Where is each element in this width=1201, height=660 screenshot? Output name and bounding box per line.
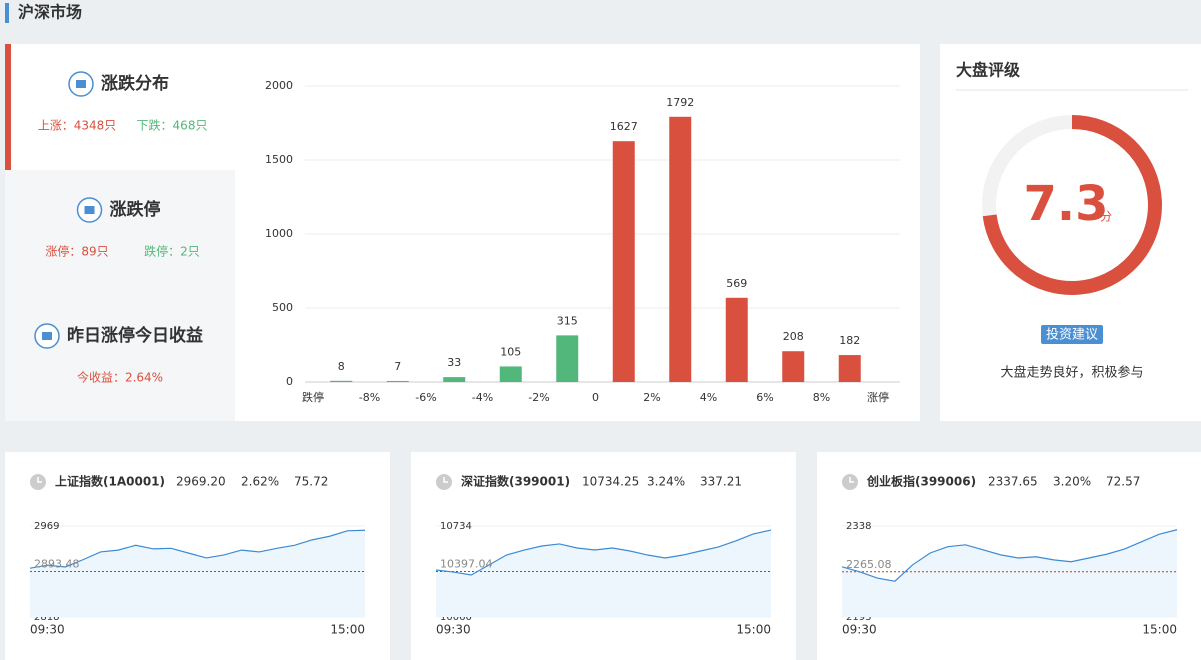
- rating-title: 大盘评级: [956, 61, 1021, 80]
- y-tick-label: 2338: [846, 521, 871, 532]
- header-accent: [5, 3, 9, 23]
- x-tick-label: 4%: [700, 391, 717, 404]
- menu-icon-glyph: [42, 332, 52, 340]
- menu-icon-glyph: [76, 80, 86, 88]
- menu-title: 昨日涨停今日收益: [67, 325, 203, 346]
- bar: [330, 380, 353, 382]
- x-tick-label: -8%: [359, 391, 380, 404]
- bar-value-label: 7: [394, 360, 401, 373]
- y-tick-label: 0: [286, 375, 293, 388]
- bar-value-label: 315: [557, 314, 578, 327]
- line: [435, 529, 772, 576]
- bar: [556, 335, 579, 382]
- line-area: [842, 529, 1177, 617]
- index-name: 深证指数(399001): [461, 474, 570, 489]
- y-tick-label: 2818: [34, 612, 59, 623]
- rating-comment: 大盘走势良好，积极参与: [1000, 365, 1143, 381]
- x-tick-label: 涨停: [867, 390, 889, 404]
- index-change-pct: 3.24%: [647, 475, 685, 489]
- y-tick-label: 10060: [440, 612, 472, 623]
- reference-label: 2893.48: [34, 558, 80, 571]
- menu-title: 涨跌分布: [101, 73, 169, 94]
- index-change: 72.57: [1106, 475, 1140, 489]
- index-name: 上证指数(1A0001): [55, 474, 165, 489]
- line: [29, 529, 366, 569]
- gauge-unit: 分: [1100, 210, 1112, 224]
- menu-active-bar: [5, 44, 11, 170]
- gauge-arc: [982, 115, 1162, 295]
- bar: [386, 380, 409, 382]
- x-tick-label: 09:30: [30, 623, 65, 637]
- x-tick-label: -4%: [472, 391, 493, 404]
- line-area: [30, 530, 365, 617]
- index-change-pct: 3.20%: [1053, 475, 1091, 489]
- x-tick-label: 6%: [756, 391, 773, 404]
- bar-value-label: 1792: [666, 96, 694, 109]
- bar: [612, 141, 635, 382]
- x-tick-label: 15:00: [1142, 623, 1177, 637]
- bar-value-label: 105: [500, 345, 521, 358]
- bar-value-label: 8: [338, 360, 345, 373]
- bar-value-label: 182: [839, 334, 860, 347]
- bar: [782, 351, 805, 382]
- bar-value-label: 208: [783, 330, 804, 343]
- bar: [838, 355, 861, 382]
- menu-title: 涨跌停: [110, 199, 161, 220]
- clock-hands: [37, 477, 42, 483]
- clock-hands: [849, 477, 854, 483]
- rating-panel: [940, 44, 1201, 421]
- y-tick-label: 2193: [846, 612, 871, 623]
- index-price: 2969.20: [176, 475, 226, 489]
- x-tick-label: 2%: [643, 391, 660, 404]
- menu-stat: 今收益：2.64%: [77, 370, 163, 385]
- menu-stat: 上涨：4348只: [38, 118, 117, 133]
- bar: [669, 116, 692, 382]
- index-name: 创业板指(399006): [866, 474, 976, 489]
- index-price: 2337.65: [988, 475, 1038, 489]
- y-tick-label: 2000: [265, 79, 293, 92]
- bar: [443, 377, 466, 382]
- gauge-score: 7.3: [1023, 176, 1108, 232]
- x-tick-label: -2%: [528, 391, 549, 404]
- x-tick-label: 09:30: [436, 623, 471, 637]
- index-change: 337.21: [700, 475, 742, 489]
- y-tick-label: 500: [272, 301, 293, 314]
- index-change: 75.72: [294, 475, 328, 489]
- reference-label: 10397.04: [440, 557, 493, 570]
- bar: [499, 366, 522, 382]
- x-tick-label: 8%: [813, 391, 830, 404]
- index-price: 10734.25: [582, 475, 639, 489]
- menu-inactive-bg: [5, 170, 235, 421]
- index-change-pct: 2.62%: [241, 475, 279, 489]
- menu-icon-glyph: [84, 206, 95, 214]
- menu-stat: 下跌：468只: [137, 118, 208, 133]
- y-tick-label: 1000: [265, 227, 293, 240]
- bar-value-label: 33: [447, 356, 461, 369]
- x-tick-label: 15:00: [736, 623, 771, 637]
- y-tick-label: 10734: [440, 521, 472, 532]
- x-tick-label: 15:00: [330, 623, 365, 637]
- clock-hands: [443, 477, 448, 483]
- header-title: 沪深市场: [18, 3, 82, 22]
- line: [841, 529, 1178, 582]
- x-tick-label: -6%: [415, 391, 436, 404]
- bar-value-label: 1627: [610, 120, 638, 133]
- advice-button-label: 投资建议: [1046, 327, 1098, 343]
- y-tick-label: 2969: [34, 521, 59, 532]
- x-tick-label: 0: [592, 391, 599, 404]
- y-tick-label: 1500: [265, 153, 293, 166]
- advice-button: [1041, 325, 1103, 344]
- bar: [725, 297, 748, 382]
- bar-value-label: 569: [726, 277, 747, 290]
- reference-label: 2265.08: [846, 558, 892, 571]
- menu-stat: 跌停：2只: [144, 244, 200, 259]
- x-tick-label: 09:30: [842, 623, 877, 637]
- menu-stat: 涨停：89只: [45, 244, 108, 259]
- x-tick-label: 跌停: [302, 390, 324, 404]
